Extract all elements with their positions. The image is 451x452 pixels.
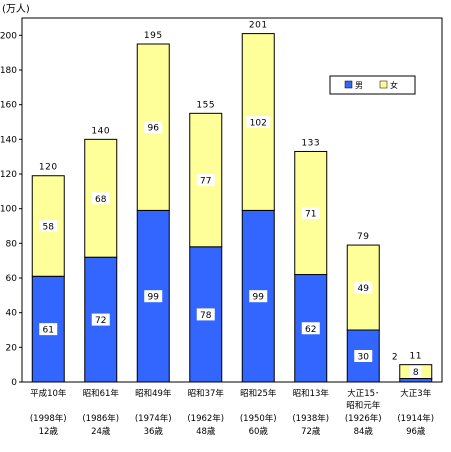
- bar-male: [399, 378, 433, 383]
- male-value-label: 61: [43, 326, 54, 336]
- category-label: 平成10年: [30, 388, 67, 399]
- total-label: 155: [196, 100, 215, 110]
- category-label: 昭和61年: [83, 388, 120, 399]
- category-label: (1950年): [240, 413, 277, 424]
- female-value-label-box: [409, 365, 422, 378]
- male-value-label-box: [144, 290, 163, 303]
- y-tick-label: 60: [6, 274, 18, 284]
- female-value-label: 71: [305, 210, 316, 220]
- y-tick-label: 100: [0, 205, 17, 215]
- legend-swatch-female: [379, 80, 388, 89]
- category-label: 大正15･: [347, 388, 379, 399]
- category-label: 72歳: [301, 426, 321, 437]
- male-value-label: 30: [358, 353, 370, 363]
- female-value-label: 77: [200, 177, 211, 187]
- category-label: (1998年): [30, 413, 67, 424]
- legend: 男女: [329, 75, 416, 95]
- male-value-label: 99: [253, 293, 265, 303]
- category-label: (1938年): [292, 413, 329, 424]
- category-label: 84歳: [354, 426, 374, 437]
- category-label: 36歳: [144, 426, 164, 437]
- category-label: (1914年): [397, 413, 434, 424]
- male-value-label-box: [301, 322, 320, 335]
- female-value-label-box: [39, 220, 58, 232]
- category-label: (1962年): [187, 413, 224, 424]
- male-value-label-box: [39, 323, 58, 336]
- female-value-label: 96: [148, 124, 160, 134]
- y-tick-label: 180: [0, 66, 17, 76]
- total-label: 201: [249, 21, 268, 31]
- total-label: 140: [91, 126, 110, 136]
- total-label: 79: [357, 232, 369, 242]
- male-value-label: 72: [95, 316, 106, 326]
- male-value-label: 99: [148, 293, 160, 303]
- total-label: 120: [39, 163, 58, 173]
- category-label: 大正3年: [400, 388, 431, 399]
- female-value-label: 102: [250, 119, 267, 129]
- legend-frame: [329, 75, 416, 95]
- category-label: 昭和13年: [293, 388, 330, 399]
- category-label: (1986年): [82, 413, 119, 424]
- category-label: 48歳: [196, 426, 216, 437]
- bars: 61 58 120 72 68 140 99 96 195 78 77 155 99 102 201 62 71…: [31, 21, 433, 383]
- y-tick-label: 200: [0, 31, 17, 41]
- male-value-label-box: [249, 290, 268, 303]
- category-label: 昭和元年: [346, 400, 381, 411]
- legend-label-female: 女: [390, 80, 398, 90]
- category-label: (1974年): [135, 413, 172, 424]
- total-label: 133: [301, 138, 320, 148]
- female-value-label: 58: [43, 223, 55, 233]
- y-tick-label: 120: [0, 170, 17, 180]
- category-label: 96歳: [406, 426, 426, 437]
- female-value-label-box: [246, 116, 271, 128]
- category-label: 12歳: [39, 426, 59, 437]
- female-value-label-box: [196, 174, 215, 187]
- axes: 0 20 40 60 80 100 120 140 160 180 200: [0, 17, 443, 388]
- total-label: 195: [144, 31, 163, 41]
- category-label: 24歳: [91, 426, 111, 437]
- category-label: 60歳: [249, 426, 269, 437]
- male-value-label: 62: [305, 325, 316, 335]
- category-label: (1926年): [345, 413, 382, 424]
- female-value-label-box: [91, 192, 110, 205]
- legend-swatch-male: [344, 80, 353, 89]
- y-tick-label: 0: [11, 378, 17, 388]
- female-value-label: 49: [358, 284, 370, 294]
- male-value-label: 2: [392, 353, 398, 363]
- female-value-label-box: [354, 281, 373, 294]
- bar-female: [189, 112, 223, 248]
- male-value-label: 78: [200, 311, 212, 321]
- female-value-label: 68: [95, 195, 107, 205]
- category-label: 昭和37年: [188, 388, 225, 399]
- male-value-label-box: [196, 308, 215, 321]
- category-labels: 平成10年 (1998年) 12歳 昭和61年 (1986年) 24歳 昭和49年 (1974…: [30, 388, 434, 437]
- category-label: 昭和49年: [135, 388, 172, 399]
- y-tick-label: 40: [6, 309, 18, 319]
- category-label: 昭和25年: [240, 388, 277, 399]
- legend-label-male: 男: [355, 81, 363, 90]
- y-axis-unit-label: (万人): [2, 3, 30, 15]
- plot-frame: [21, 17, 443, 383]
- y-tick-label: 20: [6, 343, 18, 353]
- female-value-label-box: [144, 121, 163, 134]
- y-tick-label: 140: [0, 135, 17, 145]
- female-value-label-box: [301, 207, 320, 219]
- total-label: 11: [410, 352, 422, 362]
- male-value-label-box: [91, 313, 110, 326]
- male-value-label-box: [354, 350, 373, 362]
- y-tick-label: 80: [6, 239, 18, 249]
- y-tick-label: 160: [0, 101, 17, 111]
- female-value-label: 8: [413, 368, 419, 378]
